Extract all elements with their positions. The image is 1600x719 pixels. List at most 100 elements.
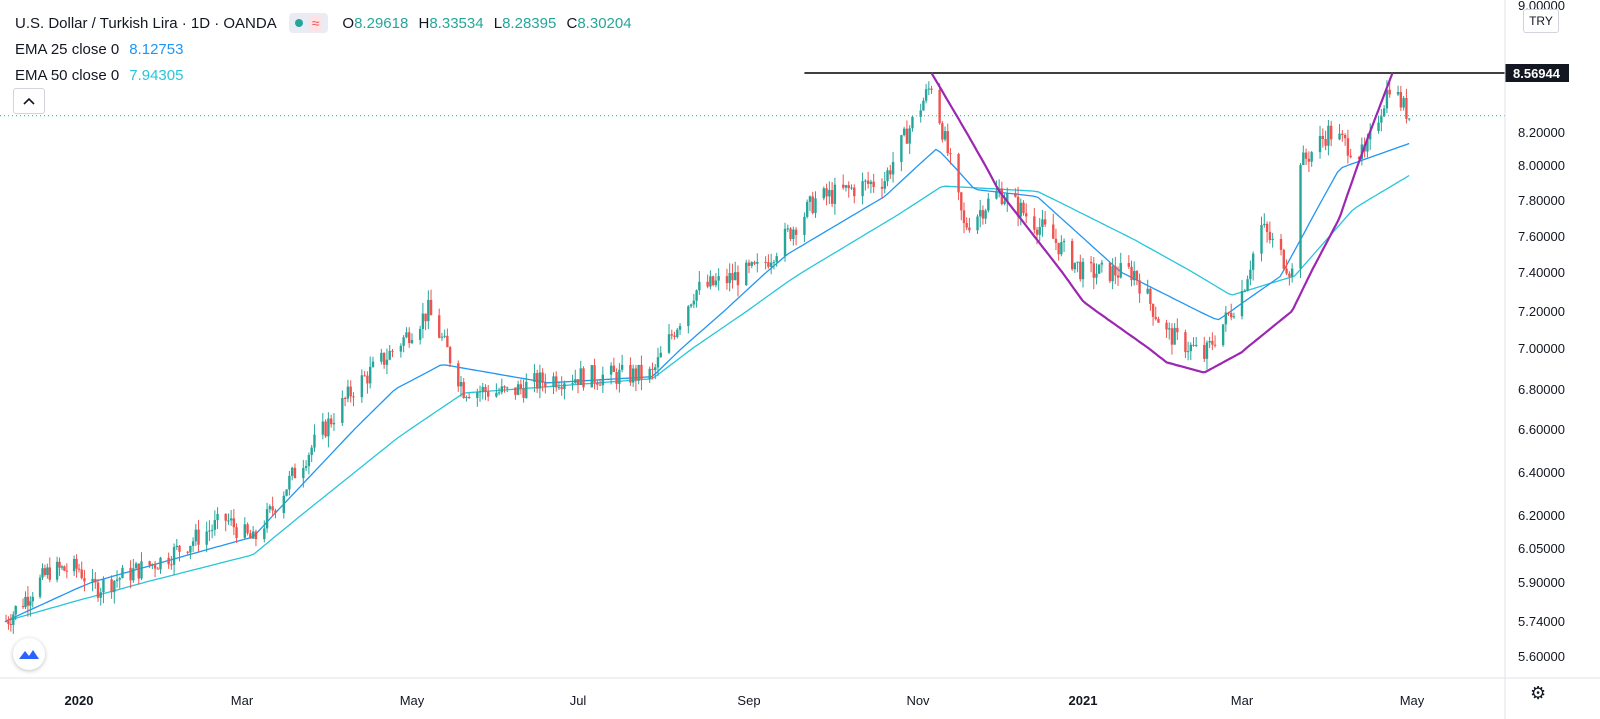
candle-body <box>598 384 602 386</box>
currency-badge[interactable]: TRY <box>1523 9 1559 33</box>
candle-body <box>232 518 236 528</box>
candle-body <box>302 467 305 479</box>
candle-body <box>55 561 59 580</box>
candle-body <box>1054 238 1058 243</box>
candle-body <box>191 541 195 546</box>
candle-body <box>476 392 479 398</box>
candle-body <box>979 210 982 217</box>
candle-body <box>535 373 539 389</box>
ema25-line <box>5 142 1410 622</box>
ema50-legend[interactable]: EMA 50 close 0 7.94305 <box>15 62 638 88</box>
candle-body <box>943 131 947 140</box>
candle-body <box>194 529 198 542</box>
candle-body <box>156 568 159 570</box>
candle-body <box>593 365 596 383</box>
candle-body <box>1186 351 1190 353</box>
candle-body <box>75 558 78 569</box>
candle-body <box>976 216 979 231</box>
candle-body <box>352 396 355 398</box>
candle-body <box>1168 328 1171 330</box>
candle-body <box>137 563 140 579</box>
ema50-label: EMA 50 close 0 <box>15 66 120 84</box>
candle-body <box>634 368 638 381</box>
candle-body <box>288 475 291 490</box>
overlay-group: 8.56944 <box>804 64 1569 374</box>
candle-body <box>905 128 909 144</box>
candle-body <box>371 361 375 367</box>
candle-body <box>224 513 227 521</box>
candle-body <box>648 368 651 380</box>
candle-body <box>421 313 425 329</box>
candles-group <box>4 80 1411 634</box>
candle-body <box>205 531 208 545</box>
ema25-legend[interactable]: EMA 25 close 0 8.12753 <box>15 36 638 62</box>
candle-body <box>825 188 828 197</box>
candle-body <box>844 185 848 188</box>
ema50-group <box>5 174 1410 622</box>
candle-body <box>927 88 931 90</box>
candle-body <box>938 89 941 124</box>
candle-body <box>764 261 767 263</box>
candle-body <box>349 386 352 397</box>
candle-body <box>1405 98 1408 119</box>
candle-body <box>329 418 333 425</box>
candle-body <box>83 578 86 582</box>
candle-body <box>1119 263 1122 278</box>
candle-body <box>418 328 422 340</box>
candle-body <box>792 229 795 240</box>
candle-body <box>506 387 509 389</box>
candle-body <box>121 567 124 579</box>
y-tick-label: 5.60000 <box>1518 649 1565 664</box>
candle-body <box>1111 266 1114 282</box>
tradingview-logo-icon <box>19 650 39 659</box>
candle-body <box>833 184 837 204</box>
candle-body <box>924 89 928 101</box>
candle-body <box>962 210 966 224</box>
candle-body <box>850 187 853 189</box>
candle-body <box>1024 213 1028 217</box>
candle-body <box>366 375 369 384</box>
candle-body <box>1304 152 1308 159</box>
candle-body <box>1022 202 1025 214</box>
candle-body <box>410 339 414 344</box>
candle-body <box>1251 253 1255 270</box>
candle-body <box>110 579 113 593</box>
resistance-price-tag <box>1505 64 1569 82</box>
candle-body <box>596 382 599 385</box>
candle-body <box>1260 225 1263 254</box>
candle-body <box>1079 261 1082 280</box>
x-tick-label: Mar <box>1231 693 1254 708</box>
collapse-legend-button[interactable] <box>13 88 45 114</box>
candle-body <box>695 290 698 301</box>
candle-body <box>503 386 506 388</box>
y-tick-label: 8.00000 <box>1518 158 1565 173</box>
settings-button[interactable]: ⚙ <box>1530 683 1546 704</box>
symbol-title[interactable]: U.S. Dollar / Turkish Lira · 1D · OANDA <box>15 14 277 32</box>
candle-body <box>574 379 577 383</box>
candle-body <box>324 421 327 437</box>
candle-body <box>968 227 971 231</box>
candle-body <box>249 533 252 539</box>
candle-body <box>1173 327 1176 345</box>
chevron-up-icon <box>23 97 35 105</box>
candle-body <box>1324 139 1327 146</box>
candle-body <box>957 153 960 193</box>
status-pill[interactable]: ≈ <box>288 13 329 33</box>
candle-body <box>772 262 776 264</box>
candle-body <box>216 513 219 521</box>
candle-body <box>1038 227 1041 235</box>
candle-body <box>1349 155 1352 158</box>
candle-body <box>1318 135 1322 153</box>
tradingview-logo[interactable] <box>13 638 45 670</box>
ohlc-value: 8.29618 <box>354 14 409 32</box>
x-tick-label: Sep <box>737 693 760 708</box>
candle-body <box>1133 270 1136 281</box>
candle-body <box>7 621 10 624</box>
ema25-value: 8.12753 <box>129 40 184 58</box>
candle-body <box>830 190 834 204</box>
candle-body <box>1176 327 1179 333</box>
candle-body <box>557 387 561 389</box>
candle-body <box>1035 229 1039 235</box>
candle-body <box>363 375 366 377</box>
